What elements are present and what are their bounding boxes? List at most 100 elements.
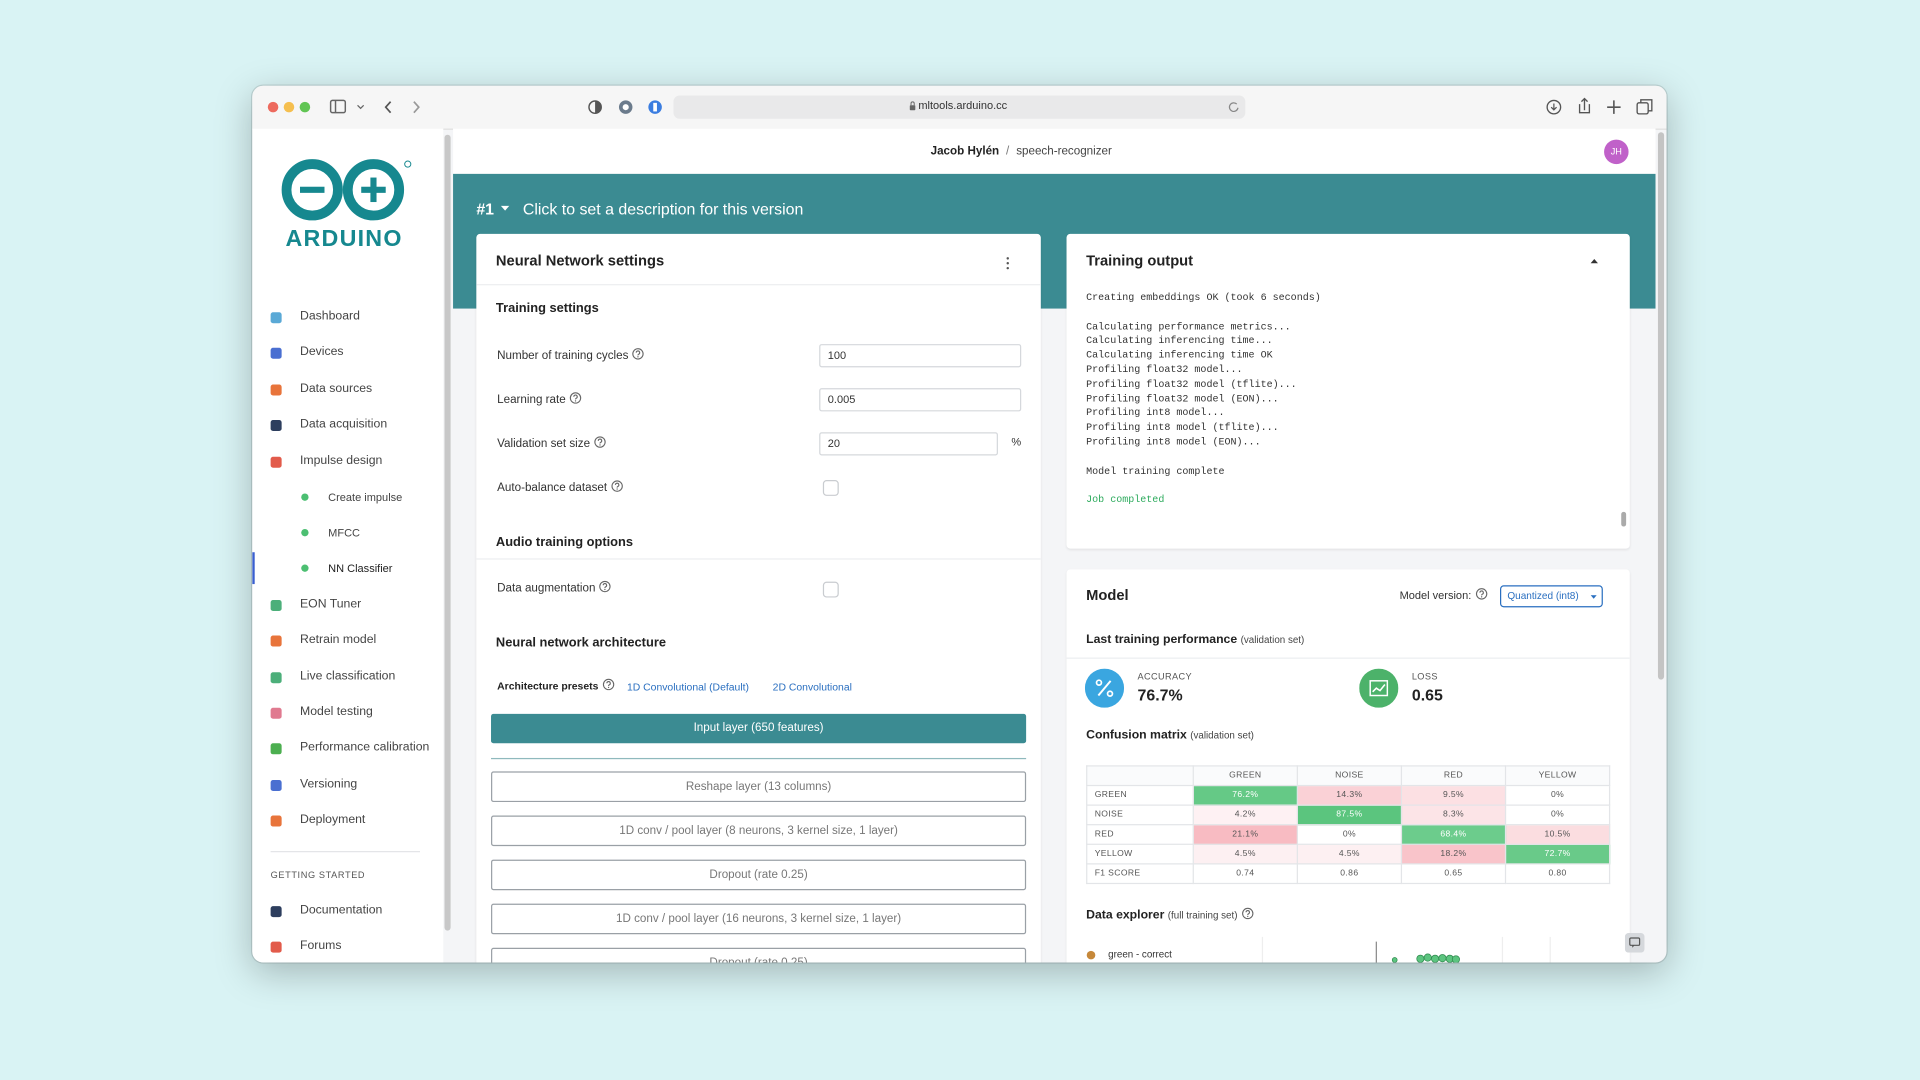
nav-icon — [270, 941, 282, 953]
section-title: Confusion matrix (validation set) — [1086, 729, 1254, 742]
chat-button[interactable] — [1624, 933, 1645, 953]
nav-sub-item[interactable]: MFCC — [328, 526, 360, 539]
layer-box[interactable]: Reshape layer (13 columns) — [491, 771, 1027, 803]
nav-item[interactable]: Impulse design — [300, 454, 383, 468]
nav-item[interactable]: Devices — [300, 345, 344, 359]
input-layer[interactable]: Input layer (650 features) — [491, 713, 1027, 744]
help-icon[interactable] — [569, 392, 582, 404]
collapse-caret[interactable] — [1590, 258, 1600, 264]
layer-box[interactable]: 1D conv / pool layer (8 neurons, 3 kerne… — [491, 815, 1027, 847]
nav-item[interactable]: Retrain model — [300, 633, 377, 647]
url[interactable]: mltools.arduino.cc — [918, 99, 1008, 112]
help-icon[interactable] — [594, 436, 606, 448]
log-line: Profiling float32 model (tflite)... — [1086, 379, 1297, 391]
nav-icon — [270, 671, 282, 683]
nav-icon — [270, 347, 282, 359]
version-select[interactable]: Quantized (int8) — [1500, 585, 1603, 608]
matrix-cell: 87.5% — [1296, 804, 1403, 826]
layer-box[interactable]: Dropout (rate 0.25) — [491, 947, 1027, 963]
label-text: Validation set size — [497, 437, 591, 451]
nav-item[interactable]: Data acquisition — [300, 417, 388, 432]
nav-item[interactable]: Deployment — [300, 813, 366, 827]
version-description[interactable]: Click to set a description for this vers… — [522, 199, 804, 218]
user-name[interactable]: Jacob Hylén — [930, 144, 1000, 158]
nav-sub-item[interactable]: NN Classifier — [328, 562, 393, 575]
nav-item[interactable]: Documentation — [300, 903, 383, 918]
help-circle — [1241, 907, 1253, 920]
avatar[interactable]: JH — [1604, 139, 1629, 165]
text-input[interactable]: 20 — [819, 432, 998, 456]
card-title: Model — [1086, 586, 1129, 604]
nav-item[interactable]: Performance calibration — [300, 740, 430, 755]
help-icon[interactable] — [632, 348, 644, 360]
help-circle — [602, 678, 614, 691]
nav-item[interactable]: Dashboard — [300, 309, 360, 324]
nav-sub-item[interactable]: Create impulse — [328, 491, 403, 504]
step-dot — [301, 528, 309, 537]
field-label: Data augmentation — [497, 580, 611, 597]
nav-item[interactable]: Data sources — [300, 382, 373, 396]
matrix-cell: 0% — [1504, 804, 1611, 826]
nav-item[interactable]: Live classification — [300, 669, 396, 684]
matrix-column-header: NOISE — [1296, 765, 1403, 787]
toolbar-icons — [267, 95, 1653, 119]
nav-item[interactable]: EON Tuner — [300, 597, 362, 612]
accuracy-icon — [1084, 668, 1125, 708]
preset-link[interactable]: 1D Convolutional (Default) — [626, 680, 750, 694]
nav-item[interactable]: Forums — [300, 939, 342, 953]
field-label: Learning rate — [497, 392, 582, 409]
divider — [476, 284, 1041, 286]
log-line: Profiling float32 model... — [1086, 364, 1243, 376]
checkbox[interactable] — [822, 480, 839, 496]
label-text: Data augmentation — [497, 581, 596, 596]
preset-link[interactable]: 2D Convolutional — [772, 680, 852, 694]
help-dot — [599, 444, 601, 446]
project-name[interactable]: speech-recognizer — [1016, 144, 1112, 158]
checkbox[interactable] — [822, 581, 839, 598]
divider — [1066, 657, 1630, 659]
help-icon[interactable] — [611, 480, 623, 492]
field-label: Number of training cycles — [497, 348, 644, 365]
layer-divider — [491, 757, 1027, 760]
log-line: Creating embeddings OK (took 6 seconds) — [1086, 292, 1321, 304]
layer-box[interactable]: 1D conv / pool layer (16 neurons, 3 kern… — [491, 903, 1027, 935]
help-icon[interactable] — [602, 678, 614, 691]
matrix-cell: 9.5% — [1400, 784, 1507, 806]
nav-item[interactable]: Model testing — [300, 705, 373, 719]
help-dot — [1246, 915, 1248, 918]
help-icon[interactable] — [1241, 907, 1253, 920]
kebab-menu[interactable] — [1005, 256, 1010, 271]
step-dot — [301, 493, 309, 501]
version-number[interactable]: #1 — [476, 199, 495, 218]
nav-icon — [270, 419, 282, 431]
metric-value: 76.7% — [1137, 685, 1183, 705]
matrix-row: GREEN 76.2% 14.3% 9.5% 0% — [1086, 784, 1611, 806]
help-icon[interactable] — [1475, 588, 1487, 600]
help-icon[interactable] — [599, 580, 611, 593]
unit: % — [1011, 435, 1022, 449]
layer-box[interactable]: Dropout (rate 0.25) — [491, 859, 1027, 891]
log-line: Calculating inferencing time OK — [1086, 350, 1273, 362]
nav-icon — [270, 383, 282, 395]
legend-dot — [1086, 950, 1096, 960]
help-glyph — [605, 681, 611, 686]
matrix-cell: 21.1% — [1192, 824, 1298, 845]
text-input[interactable]: 100 — [819, 344, 1022, 368]
field-label: Validation set size — [497, 436, 606, 453]
matrix-column-header: YELLOW — [1504, 765, 1611, 787]
help-glyph — [614, 482, 620, 488]
text-input[interactable]: 0.005 — [819, 388, 1022, 412]
separator: / — [1006, 144, 1010, 158]
label-text: Number of training cycles — [497, 348, 629, 363]
matrix-header-row: GREEN NOISE RED YELLOW — [1086, 765, 1611, 787]
matrix-row-label: RED — [1086, 824, 1194, 845]
label-text: Learning rate — [497, 393, 566, 407]
help-circle — [611, 480, 623, 492]
nav-item[interactable]: Versioning — [300, 777, 358, 792]
matrix-cell: 68.4% — [1400, 824, 1507, 845]
caret[interactable] — [500, 205, 511, 213]
title-bar: mltools.arduino.cc — [252, 85, 1667, 130]
confusion-matrix: GREEN NOISE RED YELLOW GREEN 76.2% 14.3% 9.5% 0%… — [1086, 765, 1611, 885]
matrix-column-header: RED — [1400, 765, 1507, 787]
